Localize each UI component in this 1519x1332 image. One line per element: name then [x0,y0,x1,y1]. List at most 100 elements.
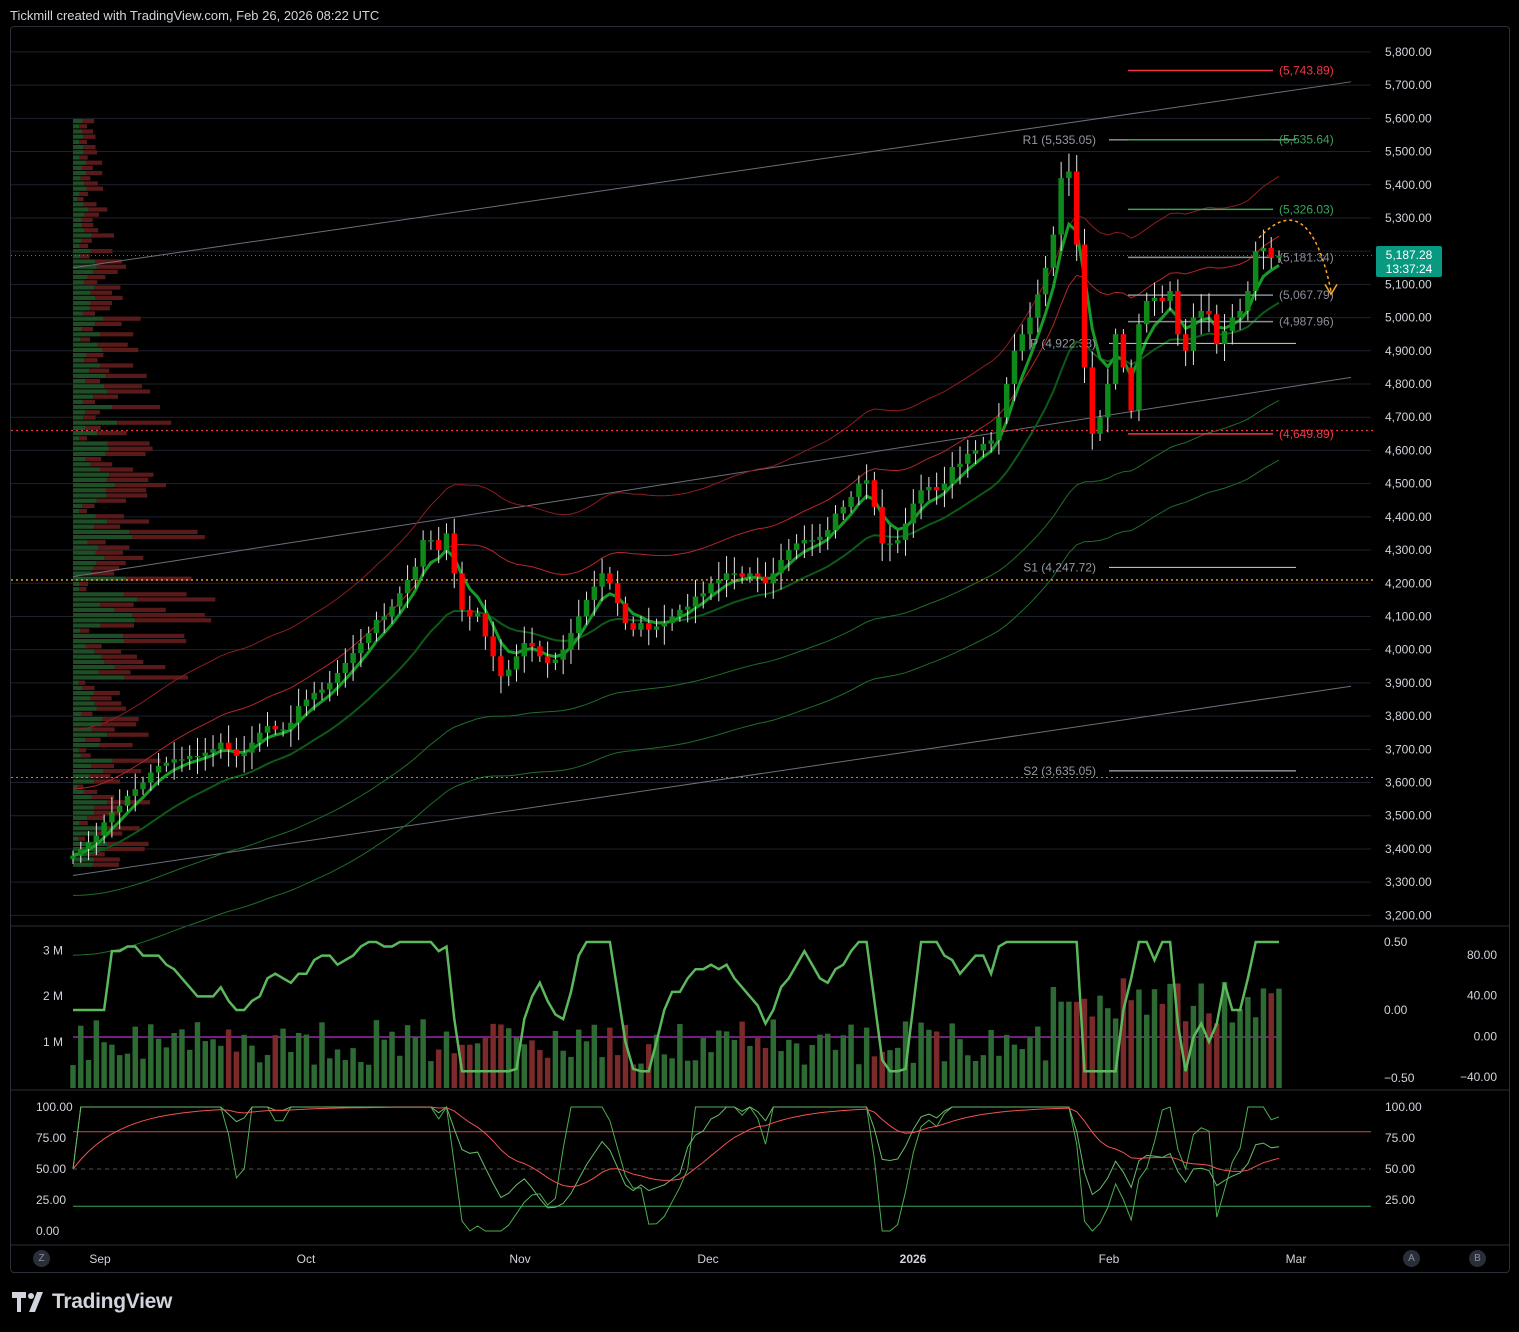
scale-options-button[interactable]: B [1469,1250,1486,1267]
volume-bar [1136,989,1142,1088]
ema-fast-line [72,221,1280,858]
volume-profile-bar [79,587,87,592]
price-tick-label: 4,400.00 [1385,510,1432,524]
price-tick-label: 5,000.00 [1385,311,1432,325]
candle-body [622,603,629,624]
volume-bar [210,1039,216,1088]
auto-scale-button[interactable]: A [1403,1250,1420,1267]
volume-profile-bar [73,514,96,519]
volume-bar [93,1020,100,1088]
volume-profile-bar [106,477,149,482]
volume-profile-bar [73,769,104,774]
volume-bar [334,1049,341,1088]
candle-body [435,540,442,551]
candle-body [1237,310,1243,318]
volume-profile-bar [73,727,92,732]
volume-bar [1252,1017,1259,1088]
volume-profile-bar [73,633,124,638]
volume-profile-bar [73,623,101,628]
price-tick-label: 4,200.00 [1385,576,1432,590]
volume-bar [1081,998,1088,1088]
volume-profile-bar [73,483,115,488]
volume-profile-bar [73,857,95,862]
volume-profile-bar [102,347,139,352]
volume-profile-bar [73,249,91,254]
volume-bar [716,1030,722,1088]
volume-profile-bar [87,275,106,280]
volume-profile-bar [73,316,104,321]
chart-frame[interactable]: R1 (5,535.05) P (4,922.38) S1 (4,247.72) S2… [10,26,1510,1273]
volume-profile-bar [73,139,80,144]
volume-profile-bar [73,436,80,441]
stoch-axis-label-right: 100.00 [1385,1100,1422,1114]
volume-profile-bar [94,259,122,264]
volume-bar [225,1029,232,1088]
candle-body [1206,310,1212,315]
target-label: (5,743.89) [1279,64,1334,78]
volume-profile-bar [82,327,94,332]
volume-profile-bar [73,784,78,789]
volume-bar [747,1045,753,1088]
price-tick-label: 5,100.00 [1385,277,1432,291]
candle-body [334,672,341,683]
volume-bar [420,1019,426,1088]
volume-bar [109,1044,115,1088]
stoch-axis-label: 75.00 [36,1131,66,1145]
candle-body [1268,247,1274,258]
volume-bar [1175,983,1181,1088]
volume-profile-bar [79,436,88,441]
volume-bar [622,1024,629,1088]
timezone-button[interactable]: Z [33,1250,50,1267]
chart-svg[interactable]: R1 (5,535.05) P (4,922.38) S1 (4,247.72) S2… [11,27,1509,1272]
candle-body [101,822,107,836]
price-tick-label: 4,300.00 [1385,543,1432,557]
volume-bar [435,1049,442,1088]
volume-bar [319,1022,325,1088]
volume-bar [607,1027,613,1088]
candle-body [78,848,84,856]
candle-body [1105,384,1111,418]
volume-bar [171,1032,177,1088]
candle-body [630,623,636,630]
volume-bar [832,1049,839,1088]
volume-profile-bar [89,368,110,373]
candle-body [1159,297,1166,301]
volume-bar [1268,993,1274,1088]
candles-layer [70,153,1282,864]
tradingview-logo[interactable]: TradingView [12,1290,172,1314]
stoch-axis-label-right: 25.00 [1385,1193,1415,1207]
volume-profile-bar [73,800,108,805]
volume-profile-bar [99,743,133,748]
volume-profile-bar [91,795,115,800]
volume-profile-bar [88,207,108,212]
volume-profile-bar [73,415,84,420]
volume-profile-bar [73,685,83,690]
volume-profile-bar [87,815,105,820]
volume-profile-bar [73,815,88,820]
volume-profile-bar [124,675,188,680]
candle-body [264,726,271,733]
volume-profile-bar [73,145,84,150]
price-tick-label: 3,800.00 [1385,709,1432,723]
volume-bar [1019,1049,1025,1088]
volume-bar [1151,989,1158,1088]
volume-bar [381,1039,387,1088]
volume-profile-bar [73,342,98,347]
candle-body [1089,367,1095,434]
volume-profile-bar [98,545,130,550]
volume-profile-bar [73,654,102,659]
volume-bar [1066,1001,1072,1088]
volume-bar [957,1039,963,1088]
volume-profile-bar [85,457,102,462]
stochastic-pane: 100.00 75.00 50.00 25.00 0.00 100.00 75.00 50.0… [36,1100,1422,1238]
volume-profile-bar [73,831,96,836]
volume-bar [591,1024,598,1088]
candle-body [257,732,263,743]
volume-profile-bar [73,618,136,623]
target-label: (5,326.03) [1279,202,1334,216]
volume-profile-bar [91,233,115,238]
volume-bar [505,1028,512,1088]
volume-profile-bar [85,410,100,415]
volume-bar [965,1055,971,1088]
volume-profile-bar [91,727,115,732]
